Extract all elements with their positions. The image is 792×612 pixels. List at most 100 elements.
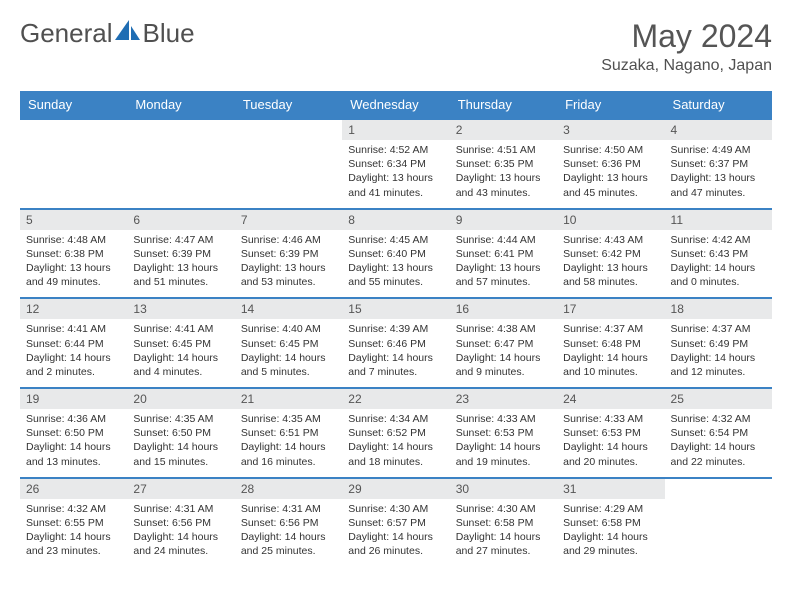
day-number: 25: [665, 389, 772, 409]
day-number: 9: [450, 210, 557, 230]
day-text: [127, 126, 234, 184]
day-number: 10: [557, 210, 664, 230]
day-text: Sunrise: 4:38 AMSunset: 6:47 PMDaylight:…: [450, 319, 557, 387]
calendar-table: Sunday Monday Tuesday Wednesday Thursday…: [20, 91, 772, 566]
day-header-thu: Thursday: [450, 91, 557, 119]
day-number: 12: [20, 299, 127, 319]
day-cell: 15Sunrise: 4:39 AMSunset: 6:46 PMDayligh…: [342, 298, 449, 388]
day-cell: [127, 119, 234, 209]
day-text: Sunrise: 4:44 AMSunset: 6:41 PMDaylight:…: [450, 230, 557, 298]
day-number: 5: [20, 210, 127, 230]
day-cell: 14Sunrise: 4:40 AMSunset: 6:45 PMDayligh…: [235, 298, 342, 388]
day-number: 14: [235, 299, 342, 319]
day-text: Sunrise: 4:34 AMSunset: 6:52 PMDaylight:…: [342, 409, 449, 477]
day-number: 23: [450, 389, 557, 409]
day-number: 29: [342, 479, 449, 499]
day-text: Sunrise: 4:40 AMSunset: 6:45 PMDaylight:…: [235, 319, 342, 387]
day-number: 22: [342, 389, 449, 409]
week-row: 12Sunrise: 4:41 AMSunset: 6:44 PMDayligh…: [20, 298, 772, 388]
day-cell: 31Sunrise: 4:29 AMSunset: 6:58 PMDayligh…: [557, 478, 664, 567]
day-text: Sunrise: 4:36 AMSunset: 6:50 PMDaylight:…: [20, 409, 127, 477]
day-cell: [235, 119, 342, 209]
day-number: 19: [20, 389, 127, 409]
day-cell: 4Sunrise: 4:49 AMSunset: 6:37 PMDaylight…: [665, 119, 772, 209]
day-number: 7: [235, 210, 342, 230]
day-text: Sunrise: 4:30 AMSunset: 6:57 PMDaylight:…: [342, 499, 449, 567]
day-cell: 12Sunrise: 4:41 AMSunset: 6:44 PMDayligh…: [20, 298, 127, 388]
day-cell: 8Sunrise: 4:45 AMSunset: 6:40 PMDaylight…: [342, 209, 449, 299]
day-text: Sunrise: 4:45 AMSunset: 6:40 PMDaylight:…: [342, 230, 449, 298]
day-cell: 13Sunrise: 4:41 AMSunset: 6:45 PMDayligh…: [127, 298, 234, 388]
month-title: May 2024: [601, 18, 772, 55]
day-text: Sunrise: 4:35 AMSunset: 6:51 PMDaylight:…: [235, 409, 342, 477]
day-text: [20, 126, 127, 184]
day-cell: 10Sunrise: 4:43 AMSunset: 6:42 PMDayligh…: [557, 209, 664, 299]
day-text: Sunrise: 4:32 AMSunset: 6:54 PMDaylight:…: [665, 409, 772, 477]
day-header-sun: Sunday: [20, 91, 127, 119]
day-cell: 26Sunrise: 4:32 AMSunset: 6:55 PMDayligh…: [20, 478, 127, 567]
day-cell: 16Sunrise: 4:38 AMSunset: 6:47 PMDayligh…: [450, 298, 557, 388]
day-number: 6: [127, 210, 234, 230]
day-cell: 3Sunrise: 4:50 AMSunset: 6:36 PMDaylight…: [557, 119, 664, 209]
day-text: Sunrise: 4:37 AMSunset: 6:48 PMDaylight:…: [557, 319, 664, 387]
day-cell: [665, 478, 772, 567]
day-text: Sunrise: 4:32 AMSunset: 6:55 PMDaylight:…: [20, 499, 127, 567]
day-cell: 25Sunrise: 4:32 AMSunset: 6:54 PMDayligh…: [665, 388, 772, 478]
day-header-tue: Tuesday: [235, 91, 342, 119]
day-text: Sunrise: 4:50 AMSunset: 6:36 PMDaylight:…: [557, 140, 664, 208]
day-number: 27: [127, 479, 234, 499]
day-cell: 30Sunrise: 4:30 AMSunset: 6:58 PMDayligh…: [450, 478, 557, 567]
day-number: 20: [127, 389, 234, 409]
day-header-row: Sunday Monday Tuesday Wednesday Thursday…: [20, 91, 772, 119]
location-text: Suzaka, Nagano, Japan: [601, 57, 772, 75]
day-number: 28: [235, 479, 342, 499]
header: General Blue May 2024 Suzaka, Nagano, Ja…: [20, 18, 772, 75]
day-cell: 29Sunrise: 4:30 AMSunset: 6:57 PMDayligh…: [342, 478, 449, 567]
day-cell: 17Sunrise: 4:37 AMSunset: 6:48 PMDayligh…: [557, 298, 664, 388]
week-row: 26Sunrise: 4:32 AMSunset: 6:55 PMDayligh…: [20, 478, 772, 567]
day-number: 13: [127, 299, 234, 319]
day-text: Sunrise: 4:37 AMSunset: 6:49 PMDaylight:…: [665, 319, 772, 387]
day-number: 18: [665, 299, 772, 319]
week-row: 19Sunrise: 4:36 AMSunset: 6:50 PMDayligh…: [20, 388, 772, 478]
day-text: Sunrise: 4:51 AMSunset: 6:35 PMDaylight:…: [450, 140, 557, 208]
day-cell: 23Sunrise: 4:33 AMSunset: 6:53 PMDayligh…: [450, 388, 557, 478]
day-number: 24: [557, 389, 664, 409]
day-text: Sunrise: 4:35 AMSunset: 6:50 PMDaylight:…: [127, 409, 234, 477]
day-number: 16: [450, 299, 557, 319]
day-header-fri: Friday: [557, 91, 664, 119]
day-header-wed: Wednesday: [342, 91, 449, 119]
day-number: 21: [235, 389, 342, 409]
day-text: Sunrise: 4:41 AMSunset: 6:44 PMDaylight:…: [20, 319, 127, 387]
day-text: Sunrise: 4:29 AMSunset: 6:58 PMDaylight:…: [557, 499, 664, 567]
day-cell: [20, 119, 127, 209]
day-text: Sunrise: 4:52 AMSunset: 6:34 PMDaylight:…: [342, 140, 449, 208]
calendar-body: 1Sunrise: 4:52 AMSunset: 6:34 PMDaylight…: [20, 119, 772, 566]
title-block: May 2024 Suzaka, Nagano, Japan: [601, 18, 772, 75]
week-row: 1Sunrise: 4:52 AMSunset: 6:34 PMDaylight…: [20, 119, 772, 209]
day-number: 30: [450, 479, 557, 499]
day-text: Sunrise: 4:49 AMSunset: 6:37 PMDaylight:…: [665, 140, 772, 208]
sail-icon: [115, 18, 141, 49]
day-text: Sunrise: 4:33 AMSunset: 6:53 PMDaylight:…: [450, 409, 557, 477]
day-cell: 2Sunrise: 4:51 AMSunset: 6:35 PMDaylight…: [450, 119, 557, 209]
day-text: Sunrise: 4:47 AMSunset: 6:39 PMDaylight:…: [127, 230, 234, 298]
day-number: 26: [20, 479, 127, 499]
day-text: Sunrise: 4:31 AMSunset: 6:56 PMDaylight:…: [235, 499, 342, 567]
day-cell: 18Sunrise: 4:37 AMSunset: 6:49 PMDayligh…: [665, 298, 772, 388]
day-header-mon: Monday: [127, 91, 234, 119]
week-row: 5Sunrise: 4:48 AMSunset: 6:38 PMDaylight…: [20, 209, 772, 299]
day-cell: 28Sunrise: 4:31 AMSunset: 6:56 PMDayligh…: [235, 478, 342, 567]
day-text: Sunrise: 4:46 AMSunset: 6:39 PMDaylight:…: [235, 230, 342, 298]
day-cell: 5Sunrise: 4:48 AMSunset: 6:38 PMDaylight…: [20, 209, 127, 299]
brand-text-2: Blue: [143, 18, 195, 49]
day-cell: 9Sunrise: 4:44 AMSunset: 6:41 PMDaylight…: [450, 209, 557, 299]
day-number: 3: [557, 120, 664, 140]
day-cell: 21Sunrise: 4:35 AMSunset: 6:51 PMDayligh…: [235, 388, 342, 478]
day-text: Sunrise: 4:42 AMSunset: 6:43 PMDaylight:…: [665, 230, 772, 298]
day-number: 8: [342, 210, 449, 230]
day-text: [235, 126, 342, 184]
day-text: Sunrise: 4:33 AMSunset: 6:53 PMDaylight:…: [557, 409, 664, 477]
day-number: 17: [557, 299, 664, 319]
day-cell: 27Sunrise: 4:31 AMSunset: 6:56 PMDayligh…: [127, 478, 234, 567]
